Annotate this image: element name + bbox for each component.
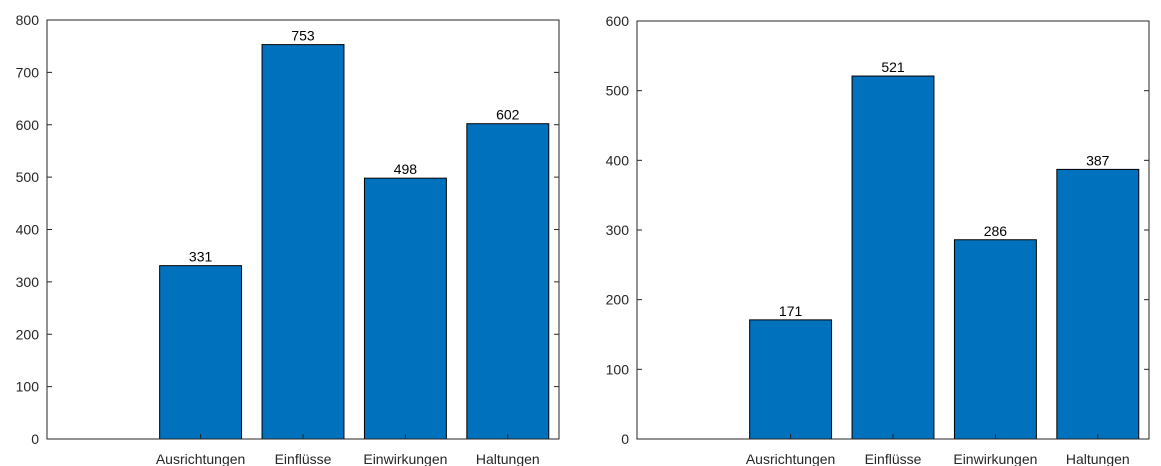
right-x-tick-label-1: Einflüsse bbox=[865, 451, 922, 466]
left-y-tick-label-6: 600 bbox=[16, 117, 40, 133]
right-x-tick-label-3: Haltungen bbox=[1066, 451, 1130, 466]
left-x-tick-label-3: Haltungen bbox=[476, 451, 540, 466]
right-y-tick-label-0: 0 bbox=[621, 431, 629, 447]
right-y-tick-label-3: 300 bbox=[606, 222, 630, 238]
left-bar-chart: 331 Ausrichtungen 753 Einflüsse 498 Einwirkun… bbox=[16, 12, 560, 466]
left-bar-3 bbox=[466, 123, 550, 440]
left-y-tick-label-2: 200 bbox=[16, 326, 40, 342]
right-bar-value-label-2: 286 bbox=[984, 223, 1008, 239]
left-y-tick-label-8: 800 bbox=[16, 12, 40, 28]
left-x-tick-label-2: Einwirkungen bbox=[363, 451, 447, 466]
right-y-tick-label-2: 200 bbox=[606, 292, 630, 308]
right-bar-1 bbox=[851, 75, 935, 440]
left-bar-0 bbox=[159, 265, 243, 440]
right-bar-chart: 171 Ausrichtungen 521 Einflüsse 286 Einwirkun… bbox=[606, 13, 1150, 466]
right-bar-value-label-3: 387 bbox=[1086, 152, 1110, 168]
left-y-tick-label-0: 0 bbox=[31, 431, 39, 447]
right-x-tick-label-2: Einwirkungen bbox=[953, 451, 1037, 466]
right-bar-3 bbox=[1056, 168, 1140, 440]
right-bar-2 bbox=[953, 239, 1037, 440]
left-bar-value-label-0: 331 bbox=[189, 249, 213, 265]
right-y-tick-label-6: 600 bbox=[606, 13, 630, 29]
right-x-tick-label-0: Ausrichtungen bbox=[746, 451, 836, 466]
left-bar-1 bbox=[261, 44, 345, 440]
left-y-tick-label-3: 300 bbox=[16, 274, 40, 290]
right-y-tick-label-5: 500 bbox=[606, 83, 630, 99]
left-y-tick-label-5: 500 bbox=[16, 169, 40, 185]
right-bar-value-label-0: 171 bbox=[779, 303, 803, 319]
right-y-tick-label-4: 400 bbox=[606, 152, 630, 168]
left-bar-value-label-3: 602 bbox=[496, 107, 520, 123]
left-bar-value-label-2: 498 bbox=[394, 161, 418, 177]
right-bar-0 bbox=[749, 319, 833, 440]
left-axes-box bbox=[46, 19, 560, 440]
left-y-tick-label-7: 700 bbox=[16, 64, 40, 80]
left-bar-2 bbox=[363, 177, 447, 440]
left-x-tick-label-1: Einflüsse bbox=[275, 451, 332, 466]
left-y-tick-label-4: 400 bbox=[16, 222, 40, 238]
right-y-tick-label-1: 100 bbox=[606, 361, 630, 377]
right-axes-box bbox=[636, 20, 1150, 440]
left-bar-value-label-1: 753 bbox=[291, 28, 315, 44]
right-bar-value-label-1: 521 bbox=[881, 59, 905, 75]
left-x-tick-label-0: Ausrichtungen bbox=[156, 451, 246, 466]
left-y-tick-label-1: 100 bbox=[16, 379, 40, 395]
